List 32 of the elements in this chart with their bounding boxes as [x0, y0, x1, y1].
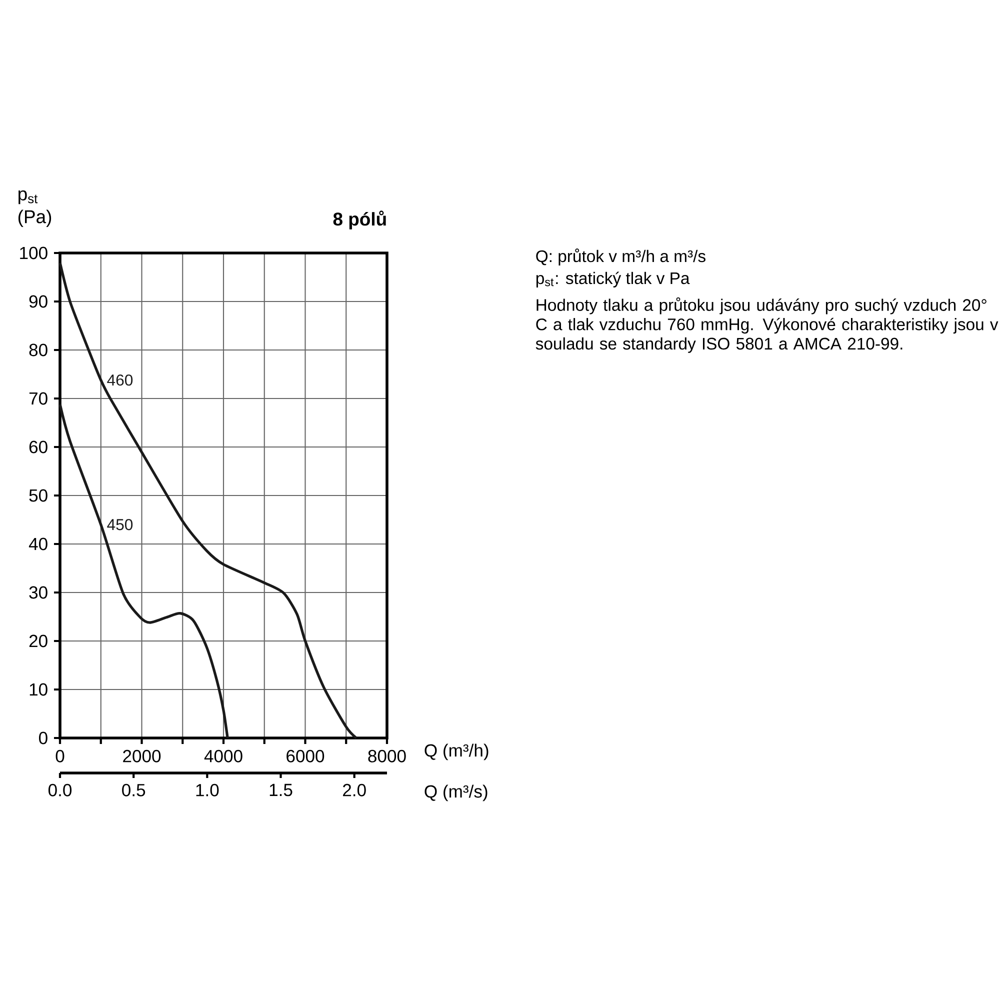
y-tick-label: 20	[29, 634, 48, 648]
text: Q: průtok v m³/h a m³/s	[536, 248, 706, 266]
line-series	[58, 402, 229, 740]
x-tick-label: 0	[56, 750, 64, 762]
y-tick-label: 30	[29, 586, 48, 599]
x-tick-label: 6000	[286, 750, 324, 762]
x2-tick-label: 2.0	[343, 784, 366, 796]
y-tick-label: 70	[29, 392, 48, 405]
y-axis-title: p$_{st}$ (Pa)	[18, 190, 52, 227]
y-tick-label: 100	[20, 246, 48, 260]
chart-title: 8 pólů	[333, 210, 386, 230]
y-tick-label: 10	[30, 683, 48, 696]
series-label: 450	[107, 518, 133, 530]
y-tick-label: 80	[29, 344, 48, 356]
x2-tick-label: 1.0	[196, 784, 219, 796]
y-tick-label: 60	[29, 440, 48, 454]
x2-tick-label: 0.0	[48, 784, 72, 796]
y-tick-label: 0	[39, 732, 48, 744]
text: Hodnoty tlaku a průtoku jsou udávány pro suchý vzduch 20° C a tlak vzduchu 760 mmHg. Výkonové charakteristiky jsou v souladu se standardy ISO 5801 a AMCA 210-99.	[536, 297, 998, 353]
y-tick-label: 90	[29, 295, 48, 308]
text: p$_{st}$: statický tlak v Pa	[536, 272, 690, 288]
x-tick-label: 4000	[204, 750, 242, 762]
x-tick-label: 8000	[368, 750, 406, 762]
x-axis-title: Q (m³/h)	[424, 744, 488, 760]
x2-axis-title: Q (m³/s)	[424, 784, 488, 802]
line-series	[58, 261, 358, 740]
x2-tick-label: 0.5	[122, 784, 146, 796]
y-tick-label: 50	[29, 489, 48, 502]
x-tick-label: 2000	[123, 750, 161, 762]
series-label: 460	[107, 374, 133, 386]
y-tick-label: 40	[28, 538, 48, 550]
x2-tick-label: 1.5	[270, 784, 292, 796]
